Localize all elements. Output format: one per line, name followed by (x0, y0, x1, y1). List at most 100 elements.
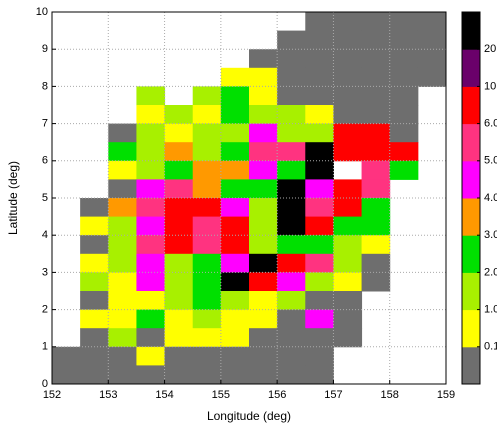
cell (333, 105, 363, 125)
cell (220, 291, 250, 311)
cell (192, 328, 222, 348)
cell (305, 86, 334, 106)
cell (277, 328, 306, 348)
cell (277, 179, 306, 199)
cell (277, 142, 306, 162)
colorbar-tick-label: 20 (484, 43, 496, 55)
cell (417, 49, 447, 69)
cell (389, 123, 419, 143)
cell (108, 235, 137, 255)
cell (220, 86, 250, 106)
cell (249, 235, 278, 255)
cell (164, 198, 194, 218)
colorbar-bin (462, 272, 480, 311)
cell (80, 365, 109, 385)
cell (80, 291, 109, 311)
cell (361, 12, 391, 32)
cell (136, 86, 166, 106)
cell (277, 346, 306, 366)
colorbar-tick-label: 3.0 (484, 229, 497, 241)
cell (108, 142, 137, 162)
cell (108, 309, 137, 329)
cell (389, 105, 419, 125)
cell (305, 30, 334, 50)
cell (108, 253, 137, 273)
cell (52, 346, 81, 366)
cell (361, 105, 391, 125)
cell (389, 30, 419, 50)
cell (277, 86, 306, 106)
cell (192, 346, 222, 366)
x-tick-label: 156 (268, 389, 286, 401)
cell (249, 67, 278, 87)
cell (361, 123, 391, 143)
cell (417, 30, 447, 50)
cell (220, 216, 250, 236)
cell (277, 30, 306, 50)
cell (361, 216, 391, 236)
cell (305, 49, 334, 69)
cell (361, 30, 391, 50)
cell (389, 160, 419, 180)
x-tick-label: 152 (43, 389, 61, 401)
cell (80, 235, 109, 255)
cell (305, 12, 334, 32)
x-tick-label: 155 (212, 389, 230, 401)
cell (192, 365, 222, 385)
cell (333, 253, 363, 273)
cell (164, 179, 194, 199)
cell (220, 179, 250, 199)
colorbar-bin (462, 49, 480, 87)
cell (333, 272, 363, 292)
cell (136, 309, 166, 329)
cell (333, 328, 363, 348)
cell (220, 346, 250, 366)
cell (305, 328, 334, 348)
cell (220, 142, 250, 162)
cell (136, 123, 166, 143)
cell (277, 198, 306, 218)
cell (136, 160, 166, 180)
cell (249, 346, 278, 366)
colorbar-bin (462, 123, 480, 162)
cell (277, 160, 306, 180)
cell (108, 179, 137, 199)
colorbar-tick-label: 1.0 (484, 304, 497, 316)
cell (277, 216, 306, 236)
colorbar-frame (461, 11, 481, 385)
cell (249, 328, 278, 348)
cell (164, 235, 194, 255)
cell (361, 86, 391, 106)
cell (249, 198, 278, 218)
cell (164, 291, 194, 311)
cell (80, 272, 109, 292)
cell (136, 105, 166, 125)
cell (80, 198, 109, 218)
cell (361, 253, 391, 273)
y-tick-label: 4 (42, 229, 48, 241)
cell (305, 235, 334, 255)
cell (220, 328, 250, 348)
y-tick-label: 1 (42, 341, 48, 353)
cell (333, 123, 363, 143)
cell (164, 142, 194, 162)
cell (136, 328, 166, 348)
cell (277, 123, 306, 143)
cell (108, 123, 137, 143)
x-tick-label: 153 (99, 389, 117, 401)
colorbar-tick-label: 4.0 (484, 192, 497, 204)
cell (220, 67, 250, 87)
cell (192, 235, 222, 255)
cell (164, 272, 194, 292)
cell (192, 142, 222, 162)
cell (220, 235, 250, 255)
cell (164, 160, 194, 180)
cell (220, 105, 250, 125)
cell (249, 160, 278, 180)
x-tick-label: 159 (437, 389, 455, 401)
cell (333, 67, 363, 87)
cell (333, 49, 363, 69)
y-tick-label: 5 (42, 192, 48, 204)
cell (333, 309, 363, 329)
cell (80, 253, 109, 273)
